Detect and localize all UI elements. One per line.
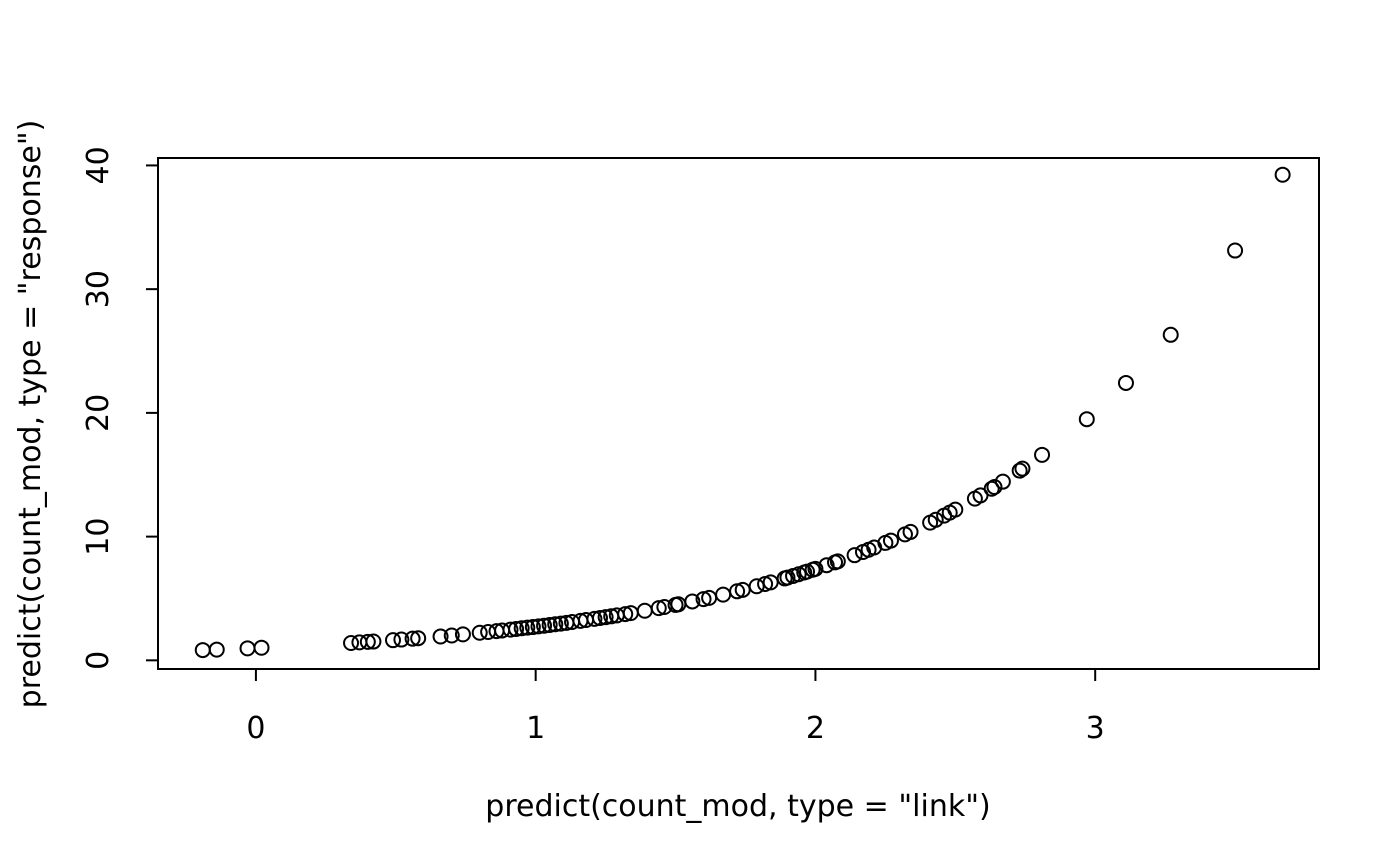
data-point — [552, 615, 569, 632]
data-point — [715, 586, 732, 603]
data-point — [454, 626, 471, 643]
data-point — [902, 523, 919, 540]
data-point — [194, 642, 211, 659]
data-point — [343, 635, 360, 652]
data-point — [1117, 374, 1134, 391]
x-tick-label: 2 — [806, 711, 825, 746]
data-point — [592, 610, 609, 627]
data-points — [194, 166, 1291, 659]
y-tick-label: 20 — [81, 394, 116, 432]
data-point — [239, 640, 256, 657]
data-point — [597, 609, 614, 626]
data-point — [586, 610, 603, 627]
data-point — [524, 619, 541, 636]
data-point — [404, 630, 421, 647]
data-point — [513, 620, 530, 637]
y-tick-label: 30 — [81, 270, 116, 308]
data-point — [1274, 166, 1291, 183]
data-point — [1014, 460, 1031, 477]
data-point — [471, 624, 488, 641]
data-point — [359, 633, 376, 650]
data-point — [1162, 326, 1179, 343]
data-point — [541, 616, 558, 633]
data-point — [432, 628, 449, 645]
data-point — [530, 618, 547, 635]
data-point — [519, 619, 536, 636]
x-tick-label: 3 — [1086, 711, 1105, 746]
data-point — [547, 616, 564, 633]
x-tick-label: 0 — [246, 711, 265, 746]
data-point — [994, 473, 1011, 490]
data-point — [208, 641, 225, 658]
plot-frame — [157, 157, 1320, 670]
data-point — [846, 547, 863, 564]
data-point — [947, 501, 964, 518]
data-point — [393, 631, 410, 648]
y-axis-label: predict(count_mod, type = "response") — [13, 120, 48, 709]
data-point — [650, 600, 667, 617]
data-point — [986, 478, 1003, 495]
x-axis: 0 1 2 3 — [246, 668, 1105, 746]
data-point — [829, 553, 846, 570]
data-point — [536, 617, 553, 634]
data-point — [617, 606, 634, 623]
data-point — [807, 560, 824, 577]
y-tick-label: 10 — [81, 518, 116, 556]
data-point — [927, 511, 944, 528]
data-point — [508, 621, 525, 638]
x-tick-label: 1 — [526, 711, 545, 746]
data-point — [410, 630, 427, 647]
y-tick-label: 40 — [81, 146, 116, 184]
data-point — [502, 621, 519, 638]
data-point — [1078, 411, 1095, 428]
data-point — [983, 480, 1000, 497]
data-point — [818, 557, 835, 574]
data-point — [684, 593, 701, 610]
data-point — [1227, 242, 1244, 259]
data-point — [365, 633, 382, 650]
data-point — [695, 591, 712, 608]
data-point — [443, 627, 460, 644]
data-point — [636, 602, 653, 619]
y-tick-label: 0 — [81, 651, 116, 670]
data-point — [253, 639, 270, 656]
data-point — [384, 632, 401, 649]
x-axis-label: predict(count_mod, type = "link") — [485, 789, 990, 824]
data-point — [882, 532, 899, 549]
data-point — [762, 574, 779, 591]
data-point — [1011, 462, 1028, 479]
data-point — [1034, 446, 1051, 463]
y-axis: 0 10 20 30 40 — [81, 146, 159, 670]
